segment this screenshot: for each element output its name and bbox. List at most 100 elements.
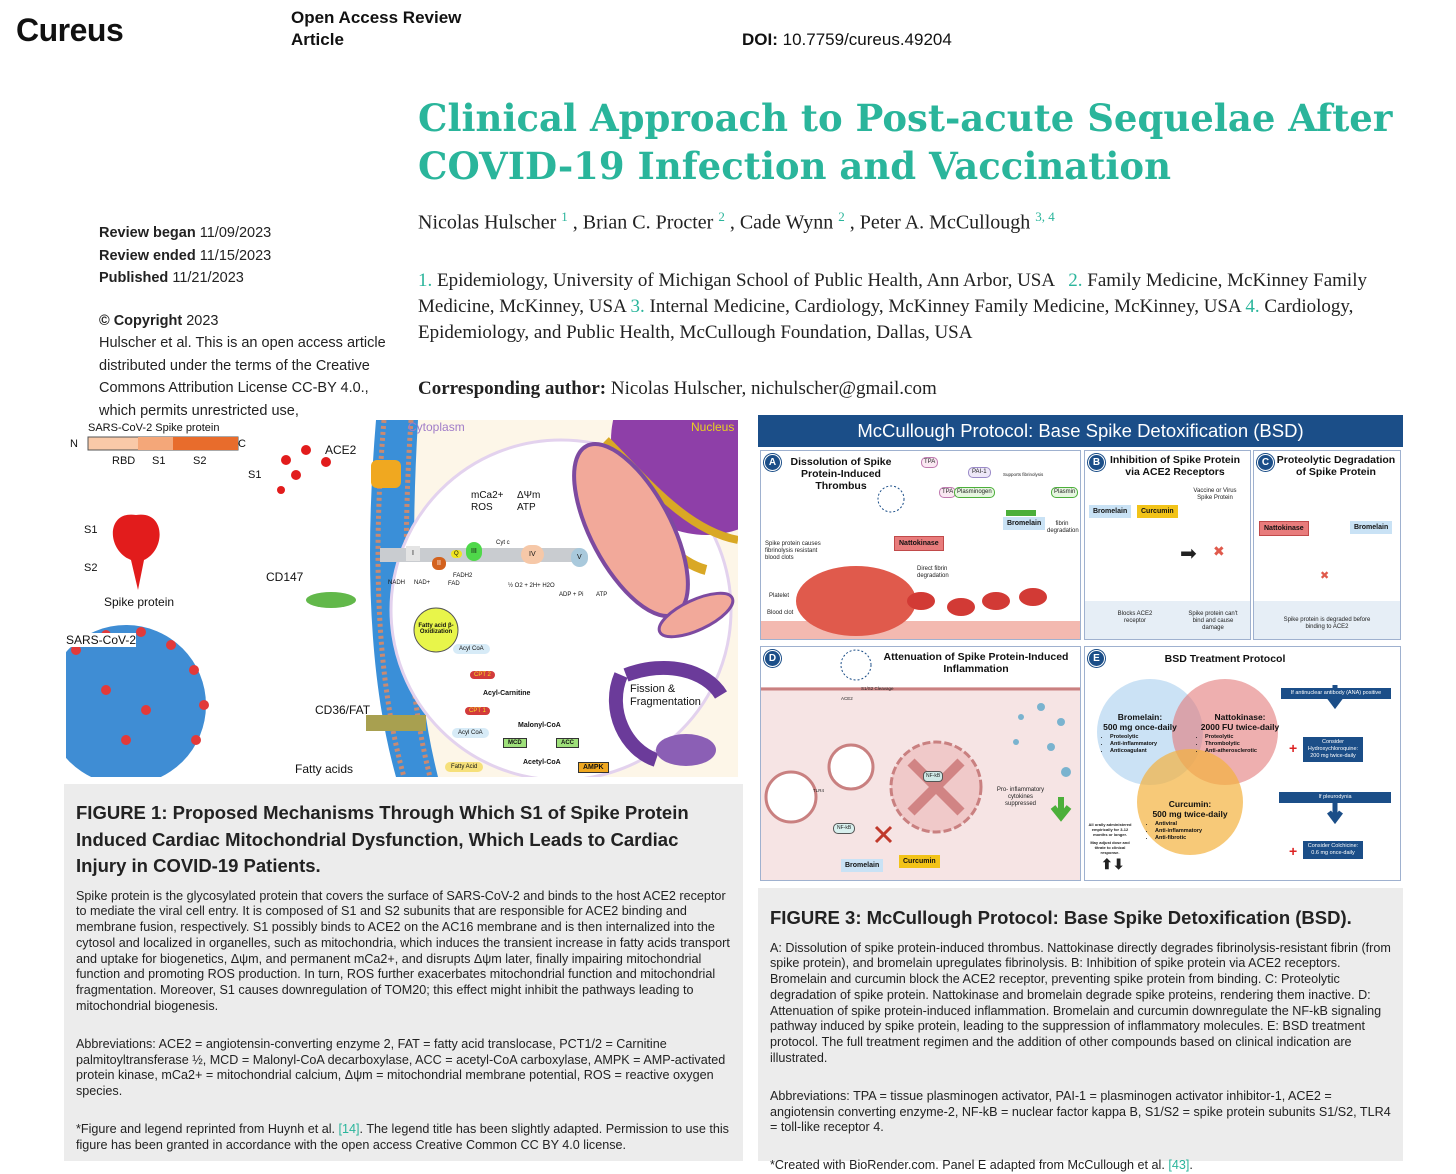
- cleavage-label: S1/S2 Cleavage: [861, 686, 894, 691]
- panel-c-title: Proteolytic Degradation of Spike Protein: [1276, 454, 1396, 478]
- ros-label: ROS: [471, 502, 493, 513]
- bromelain-name: Bromelain:: [1117, 712, 1163, 722]
- plasminogen-tag: Plasminogen: [954, 487, 995, 498]
- bromelain-item: Proteolytic: [1110, 734, 1180, 741]
- nattokinase-item: Thrombolytic: [1205, 741, 1285, 748]
- doi-value[interactable]: 10.7759/cureus.49204: [782, 30, 952, 49]
- atp-label: ATP: [517, 502, 536, 513]
- figure-3-image[interactable]: McCullough Protocol: Base Spike Detoxifi…: [758, 415, 1403, 881]
- review-began: 11/09/2023: [199, 225, 272, 241]
- review-ended: 11/15/2023: [199, 247, 272, 264]
- review-began-label: Review began: [99, 225, 196, 241]
- panel-c: C Proteolytic Degradation of Spike Prote…: [1253, 450, 1401, 640]
- figure-1-note: *Figure and legend reprinted from Huynh …: [76, 1122, 731, 1154]
- ana-condition: If antinuclear antibody (ANA) positive: [1281, 688, 1391, 699]
- up-down-arrows-icon: ⬆⬇: [1101, 856, 1125, 872]
- plus-icon: +: [1289, 843, 1298, 859]
- author[interactable]: Peter A. McCullough: [859, 211, 1031, 234]
- curcumin-item: Anti-inflammatory: [1155, 828, 1235, 835]
- spike-s2-label: S2: [84, 562, 98, 574]
- malonyl-label: Malonyl-CoA: [518, 722, 561, 729]
- figure-3-title: FIGURE 3: McCullough Protocol: Base Spik…: [770, 907, 1352, 928]
- nattokinase-item: Anti-atherosclerotic: [1205, 748, 1285, 755]
- figure-1-image[interactable]: SARS-CoV-2 Spike protein N C RBD S1 S2 A…: [66, 420, 738, 777]
- cureus-logo[interactable]: Cureus: [16, 12, 124, 48]
- nattokinase-dose: 2000 FU twice-daily: [1200, 722, 1280, 732]
- bromelain-tag: Bromelain: [1003, 517, 1046, 530]
- note-text: *Figure and legend reprinted from Huynh …: [76, 1122, 339, 1137]
- panel-a-illustration: [761, 485, 1080, 639]
- article-title: Clinical Approach to Post-acute Sequelae…: [418, 96, 1393, 188]
- figure-1-caption: FIGURE 1: Proposed Mechanisms Through Wh…: [64, 784, 743, 1161]
- published-label: Published: [99, 270, 169, 286]
- panel-b: B Inhibition of Spike Protein via ACE2 R…: [1084, 450, 1251, 640]
- atp2-label: ATP: [596, 592, 608, 598]
- panel-d-illustration: [761, 647, 1080, 844]
- degraded-label: Spike protein is degraded before binding…: [1283, 617, 1371, 630]
- affil-text: Family Medicine, McKinney Family Medicin…: [418, 270, 1367, 317]
- affil-text: Internal Medicine, Cardiology, McKinney …: [649, 296, 1241, 317]
- nucleus-label: Nucleus: [691, 420, 735, 434]
- q-label: Q: [451, 550, 462, 558]
- author[interactable]: Nicolas Hulscher: [418, 211, 557, 234]
- review-ended-label: Review ended: [99, 247, 196, 264]
- license-text: Hulscher et al. This is an open access a…: [99, 335, 386, 419]
- pai-tag: PAI-1: [968, 467, 991, 478]
- acetyl-coa-label: Acetyl-CoA: [523, 759, 561, 766]
- dpsi-label: ΔΨm: [517, 490, 541, 501]
- author-list: Nicolas Hulscher 1 , Brian C. Procter 2 …: [418, 209, 1055, 234]
- author-affil: 2: [838, 209, 845, 224]
- curcumin-item: Anti-fibrotic: [1155, 835, 1235, 842]
- bromelain-circle: Bromelain: 500 mg once-daily Proteolytic…: [1100, 712, 1180, 755]
- s1-label: S1: [152, 455, 166, 467]
- nad-label: NAD+: [414, 580, 431, 586]
- blood-clot-label: Blood clot: [767, 610, 794, 616]
- bromelain-dose: 500 mg once-daily: [1103, 722, 1177, 732]
- acyl-coa-1: Acyl CoA: [453, 644, 490, 654]
- bromelain-tag: Bromelain: [1350, 521, 1393, 534]
- cpt2-label: CPT 2: [470, 671, 495, 679]
- panel-b-title: Inhibition of Spike Protein via ACE2 Rec…: [1109, 454, 1241, 478]
- fad-label: FAD: [448, 581, 460, 587]
- ace2-label: ACE2: [841, 696, 853, 701]
- reference-link[interactable]: [43]: [1168, 1158, 1190, 1173]
- complex-iv: IV: [521, 545, 544, 564]
- pleurodynia-condition: If pleurodynia: [1279, 792, 1391, 803]
- corresponding-text[interactable]: Nicolas Hulscher, nichulscher@gmail.com: [610, 378, 937, 399]
- author[interactable]: Cade Wynn: [739, 211, 834, 234]
- fadh2-label: FADH2: [453, 573, 473, 579]
- panel-c-letter: C: [1257, 454, 1274, 471]
- figure-1-abbreviations: Abbreviations: ACE2 = angiotensin-conver…: [76, 1036, 726, 1099]
- nattokinase-item: Proteolytic: [1205, 734, 1285, 741]
- bromelain-tag: Bromelain: [841, 859, 884, 872]
- s1-free-label: S1: [248, 469, 262, 481]
- platelet-label: Platelet: [769, 593, 790, 599]
- cd147-label: CD147: [266, 570, 304, 584]
- author[interactable]: Brian C. Procter: [582, 211, 714, 234]
- nfkb-nucleus-label: NF-kB: [923, 771, 944, 782]
- acyl-coa-2: Acyl CoA: [452, 728, 489, 738]
- spike-causes-label: Spike protein causes fibrinolysis resist…: [765, 541, 821, 561]
- curcumin-tag: Curcumin: [1137, 505, 1178, 518]
- panel-e-title: BSD Treatment Protocol: [1164, 653, 1286, 665]
- supports-label: Supports fibrinolysis: [1003, 472, 1044, 477]
- direct-fibrin-label: Direct fibrin degradation: [917, 566, 949, 579]
- fatty-acids-label: Fatty acids: [295, 762, 354, 776]
- doi: DOI: 10.7759/cureus.49204: [742, 30, 952, 50]
- tlr4-label: TLR4: [813, 788, 825, 793]
- fatty-acid-label: Fatty Acid: [445, 762, 484, 772]
- curcumin-tag: Curcumin: [899, 855, 940, 868]
- acyl-carnitine-label: Acyl-Carnitine: [483, 690, 531, 697]
- affiliations: 1. Epidemiology, University of Michigan …: [418, 268, 1378, 346]
- panel-d-title: Attenuation of Spike Protein-Induced Inf…: [883, 651, 1069, 675]
- nattokinase-tag: Nattokinase: [894, 536, 944, 551]
- bromelain-item: Anticoagulant: [1110, 748, 1180, 755]
- fragmentation-label: Fragmentation: [630, 696, 701, 708]
- spike-protein-label: Spike protein: [104, 595, 175, 609]
- cd36-label: CD36/FAT: [315, 703, 371, 717]
- duration-note: All orally administered empirically for …: [1088, 822, 1132, 837]
- nattokinase-circle: Nattokinase: 2000 FU twice-daily Proteol…: [1195, 712, 1285, 755]
- nattokinase-tag: Nattokinase: [1259, 521, 1309, 536]
- reference-link[interactable]: [14]: [338, 1122, 360, 1137]
- curcumin-circle: Curcumin: 500 mg twice-daily AntiviralAn…: [1145, 799, 1235, 842]
